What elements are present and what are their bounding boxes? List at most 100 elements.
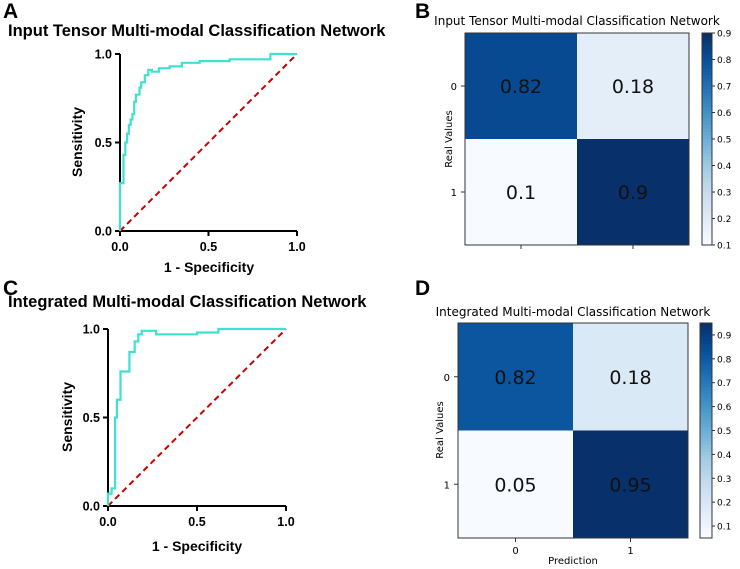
x-tick-label: 0.0 — [99, 515, 116, 529]
y-tick-label: 1.0 — [95, 48, 112, 62]
colorbar-segment — [702, 100, 712, 105]
colorbar-segment — [702, 43, 712, 48]
roc-curve — [106, 327, 286, 506]
colorbar-tick-label: 0.3 — [717, 475, 731, 485]
colorbar-segment — [702, 181, 712, 186]
roc-curve — [118, 52, 297, 231]
colorbar-segment — [700, 466, 712, 471]
y-tick-label: 0.0 — [95, 225, 112, 239]
colorbar-tick-label: 0.3 — [717, 189, 731, 199]
y-axis-label: Sensitivity — [59, 382, 75, 452]
cell-value-label: 0.82 — [500, 76, 542, 98]
confusion-matrix-B: B Input Tensor Multi-modal Classification… — [415, 0, 732, 252]
colorbar-segment — [702, 114, 712, 119]
colorbar-segment — [702, 170, 712, 175]
colorbar-segment — [702, 117, 712, 122]
colorbar-segment — [702, 50, 712, 55]
colorbar-segment — [700, 444, 712, 450]
colorbar-segment — [702, 139, 712, 144]
colorbar-segment — [702, 223, 712, 228]
colorbar-tick-label: 0.5 — [717, 427, 731, 437]
colorbar-segment — [700, 416, 712, 421]
colorbar-segment — [700, 369, 712, 374]
colorbar-segment — [700, 358, 712, 364]
colorbar-segment — [700, 523, 712, 528]
colorbar-segment — [700, 480, 712, 485]
colorbar-segment — [702, 93, 712, 98]
colorbar-tick-label: 0.4 — [717, 162, 732, 172]
colorbar-segment — [702, 131, 712, 137]
row-tick-label: 0 — [451, 82, 457, 93]
colorbar-segment — [700, 530, 712, 536]
colorbar-segment — [702, 124, 712, 129]
colorbar-segment — [700, 426, 712, 432]
chart-title: Input Tensor Multi-modal Classification … — [8, 22, 386, 40]
colorbar-segment — [702, 47, 712, 52]
colorbar-segment — [700, 387, 712, 392]
heatmap-cell — [573, 323, 689, 431]
heatmap-cell — [465, 139, 578, 246]
colorbar-segment — [700, 340, 712, 346]
colorbar-tick-label: 0.5 — [717, 136, 731, 146]
x-tick-label: 0.0 — [111, 240, 128, 254]
colorbar-segment — [702, 241, 712, 246]
colorbar-segment — [700, 333, 712, 338]
heatmap-cell — [465, 33, 578, 140]
panel-label: C — [3, 277, 18, 300]
colorbar-segment — [700, 452, 712, 457]
colorbar-segment — [700, 323, 712, 328]
colorbar-segment — [702, 68, 712, 73]
colorbar-segment — [702, 36, 712, 41]
colorbar-segment — [700, 351, 712, 356]
panel-label: D — [415, 277, 430, 300]
x-tick-label: 1.0 — [288, 240, 305, 254]
heatmap-cell — [573, 430, 689, 539]
y-tick-label: 0.5 — [95, 136, 112, 150]
colorbar-segment — [702, 184, 712, 190]
heatmap-cell — [458, 430, 574, 539]
colorbar-segment — [700, 423, 712, 428]
colorbar-segment — [700, 330, 712, 335]
colorbar-segment — [702, 174, 712, 179]
colorbar-segment — [700, 455, 712, 460]
colorbar-segment — [700, 441, 712, 446]
row-tick-label: 1 — [444, 480, 450, 491]
colorbar-segment — [700, 376, 712, 381]
heatmap-cell — [577, 139, 690, 246]
y-tick-label: 1.0 — [83, 323, 100, 337]
row-tick-label: 1 — [451, 188, 457, 199]
panel-label: B — [415, 0, 430, 23]
colorbar-segment — [702, 156, 712, 161]
x-tick-label: 1.0 — [277, 515, 294, 529]
colorbar-segment — [700, 495, 712, 500]
x-tick-label: 0.5 — [200, 240, 217, 254]
chart-title: Integrated Multi-modal Classification Ne… — [8, 293, 367, 311]
colorbar-segment — [700, 405, 712, 410]
colorbar-segment — [702, 71, 712, 76]
colorbar-segment — [702, 107, 712, 112]
colorbar-segment — [702, 103, 712, 108]
colorbar-segment — [702, 128, 712, 133]
y-axis-label: Real Values — [435, 401, 446, 458]
colorbar-segment — [702, 78, 712, 84]
y-axis-label: Real Values — [444, 110, 455, 167]
colorbar-segment — [700, 487, 712, 493]
heatmap-cell — [577, 33, 690, 140]
colorbar-segment — [700, 362, 712, 367]
colorbar-segment — [702, 121, 712, 126]
colorbar-segment — [702, 209, 712, 214]
colorbar-segment — [700, 520, 712, 525]
colorbar-segment — [702, 195, 712, 200]
heatmap-cell — [458, 323, 574, 431]
colorbar-segment — [702, 216, 712, 221]
colorbar-segment — [700, 509, 712, 514]
colorbar-segment — [700, 502, 712, 507]
colorbar-segment — [700, 401, 712, 407]
colorbar-segment — [702, 177, 712, 182]
cell-value-label: 0.18 — [612, 76, 654, 98]
cell-value-label: 0.82 — [494, 367, 536, 389]
colorbar-segment — [702, 202, 712, 207]
colorbar-segment — [702, 64, 712, 69]
